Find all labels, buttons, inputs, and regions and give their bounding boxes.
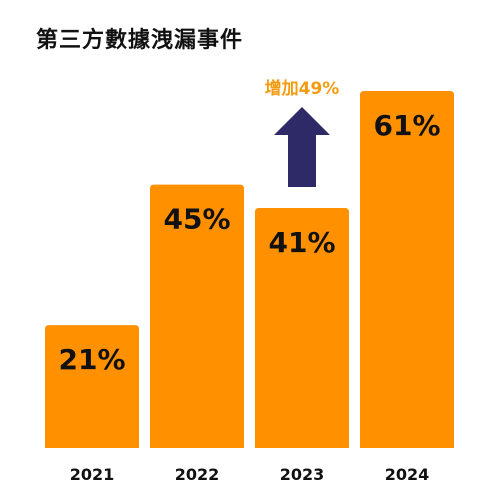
x-tick-label-2024: 2024 — [385, 465, 430, 484]
chart-title: 第三方數據洩漏事件 — [36, 28, 244, 53]
bar-2023 — [255, 208, 349, 448]
bar-value-label-2023: 41% — [268, 226, 335, 259]
bar-2024 — [360, 91, 454, 448]
bar-value-label-2024: 61% — [373, 109, 440, 142]
x-tick-label-2021: 2021 — [70, 465, 115, 484]
x-tick-label-2022: 2022 — [175, 465, 220, 484]
bar-2022 — [150, 184, 244, 448]
bar-2021 — [45, 325, 139, 448]
x-tick-label-2023: 2023 — [280, 465, 325, 484]
increase-annotation-label: 增加49% — [265, 78, 340, 99]
increase-arrow-icon — [274, 107, 330, 187]
bar-value-label-2022: 45% — [163, 203, 230, 236]
bar-value-label-2021: 21% — [58, 343, 125, 376]
